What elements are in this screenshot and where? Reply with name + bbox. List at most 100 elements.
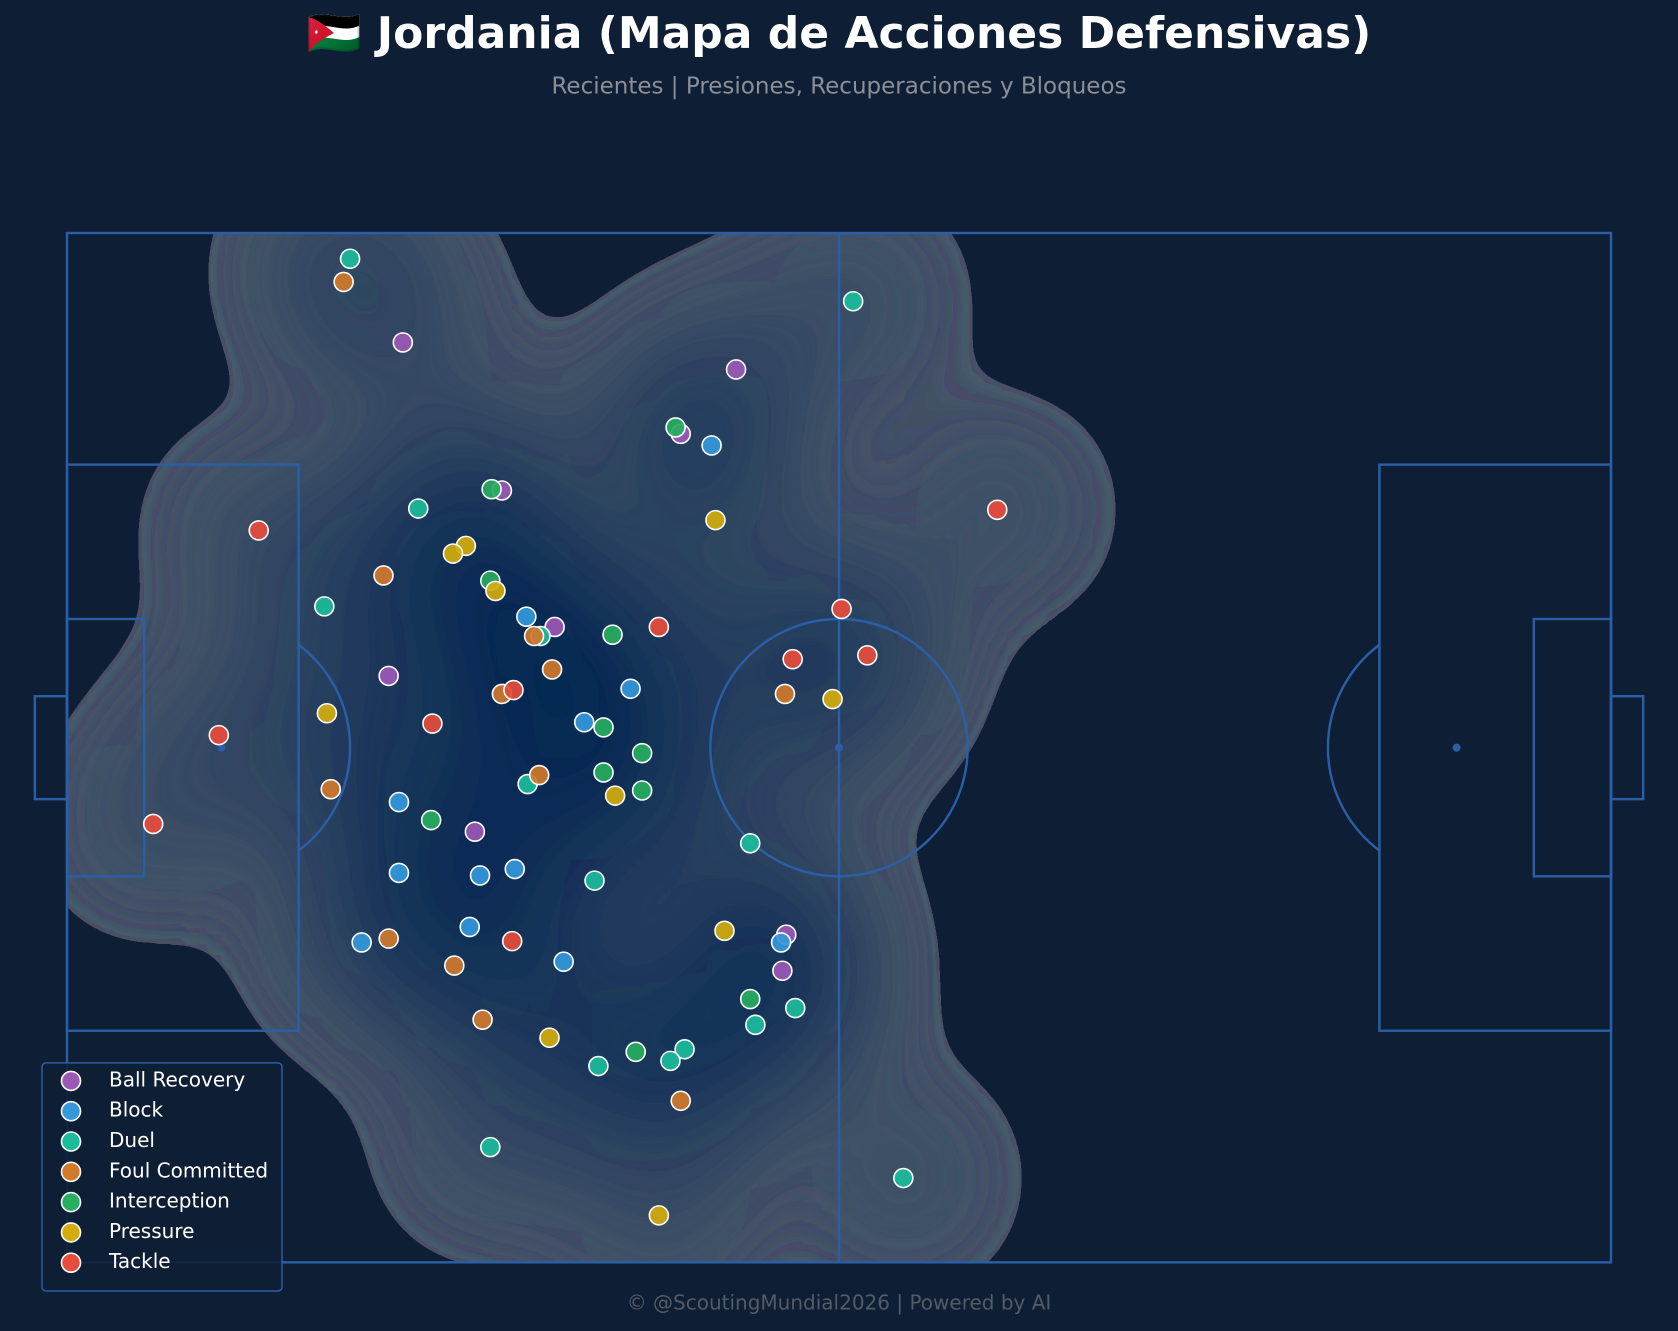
point bbox=[541, 659, 563, 680]
legend-label: Foul Committed bbox=[109, 1158, 268, 1182]
density-blob bbox=[263, 233, 424, 362]
density-blob bbox=[578, 1135, 739, 1263]
point bbox=[893, 1167, 914, 1189]
point bbox=[501, 930, 523, 952]
point bbox=[831, 598, 852, 620]
point bbox=[472, 1009, 493, 1030]
point bbox=[665, 417, 686, 438]
point bbox=[351, 932, 372, 953]
pitch-line bbox=[1609, 695, 1645, 801]
point bbox=[602, 624, 623, 646]
point bbox=[388, 862, 410, 884]
point bbox=[593, 717, 614, 738]
point bbox=[485, 580, 506, 602]
point bbox=[660, 1050, 681, 1072]
point bbox=[314, 596, 335, 617]
penalty-arc bbox=[297, 643, 352, 852]
point bbox=[620, 678, 641, 700]
point bbox=[772, 960, 793, 982]
legend-box bbox=[41, 1062, 283, 1292]
legend-marker bbox=[60, 1161, 82, 1183]
point bbox=[573, 711, 595, 733]
point bbox=[770, 932, 792, 953]
point bbox=[701, 435, 722, 456]
point bbox=[648, 616, 670, 638]
point bbox=[523, 625, 545, 647]
legend-marker bbox=[60, 1222, 82, 1243]
legend: Ball Recovery Block Duel Foul Committed Inte… bbox=[41, 1062, 283, 1292]
point bbox=[842, 290, 864, 312]
point bbox=[464, 821, 486, 842]
point bbox=[378, 665, 399, 687]
point bbox=[373, 565, 394, 586]
penalty-arc bbox=[1326, 643, 1381, 852]
point bbox=[459, 916, 481, 938]
penalty-spot bbox=[217, 743, 226, 752]
point bbox=[480, 1136, 501, 1158]
point bbox=[407, 498, 429, 519]
legend-label: Interception bbox=[109, 1189, 230, 1213]
point bbox=[774, 683, 796, 705]
point bbox=[784, 997, 806, 1019]
point bbox=[420, 809, 442, 831]
point bbox=[745, 1014, 766, 1036]
legend-label: Duel bbox=[109, 1128, 155, 1152]
pitch-line bbox=[33, 695, 69, 801]
legend-marker bbox=[60, 1131, 82, 1152]
point bbox=[822, 688, 843, 710]
point bbox=[528, 764, 550, 786]
point bbox=[442, 543, 464, 564]
credit: © @ScoutingMundial2026 | Powered by AI bbox=[627, 1291, 1052, 1315]
point bbox=[674, 1038, 695, 1060]
point bbox=[593, 762, 614, 783]
point bbox=[705, 509, 726, 531]
legend-marker bbox=[60, 1070, 82, 1092]
point bbox=[631, 780, 653, 801]
legend-label: Ball Recovery bbox=[109, 1067, 245, 1091]
point bbox=[739, 832, 761, 854]
point bbox=[316, 702, 338, 724]
chart-subtitle: Recientes | Presiones, Recuperaciones y … bbox=[551, 74, 1126, 100]
point bbox=[392, 332, 414, 353]
legend-label: Block bbox=[109, 1098, 164, 1122]
center-circle bbox=[709, 617, 969, 878]
point bbox=[986, 499, 1008, 521]
point bbox=[588, 1055, 609, 1077]
point bbox=[584, 870, 605, 891]
point bbox=[539, 1027, 560, 1048]
point bbox=[504, 858, 526, 880]
point bbox=[388, 791, 410, 813]
point bbox=[481, 478, 502, 500]
penalty-spot bbox=[1452, 743, 1461, 752]
point bbox=[142, 813, 164, 835]
point bbox=[725, 359, 747, 380]
chart-title: 🇯🇴 Jordania (Mapa de Acciones Defensivas… bbox=[307, 8, 1372, 59]
legend-marker bbox=[60, 1191, 82, 1213]
points bbox=[142, 248, 1008, 1226]
point bbox=[208, 724, 230, 746]
point bbox=[469, 865, 491, 886]
point bbox=[443, 955, 465, 976]
point bbox=[670, 1090, 692, 1112]
point bbox=[553, 951, 574, 973]
point bbox=[739, 988, 761, 1010]
legend-marker bbox=[60, 1100, 82, 1122]
point bbox=[339, 248, 361, 270]
point bbox=[714, 920, 735, 942]
point bbox=[625, 1041, 647, 1063]
point bbox=[422, 713, 443, 734]
point bbox=[320, 778, 342, 800]
point bbox=[631, 742, 653, 764]
center-spot bbox=[835, 743, 843, 752]
point bbox=[378, 928, 399, 949]
point bbox=[333, 271, 354, 293]
point bbox=[604, 785, 626, 806]
point bbox=[648, 1205, 670, 1226]
pitch bbox=[33, 231, 1645, 1264]
point bbox=[503, 679, 524, 701]
legend-label: Tackle bbox=[108, 1249, 171, 1273]
point bbox=[516, 606, 537, 627]
point bbox=[248, 520, 270, 541]
point bbox=[857, 644, 878, 666]
